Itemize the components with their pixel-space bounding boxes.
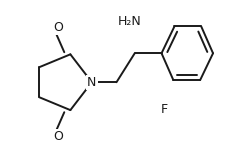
Text: N: N bbox=[87, 76, 96, 89]
Text: O: O bbox=[54, 130, 63, 143]
Text: O: O bbox=[54, 21, 63, 34]
Text: H₂N: H₂N bbox=[118, 15, 141, 28]
Text: F: F bbox=[161, 103, 168, 115]
